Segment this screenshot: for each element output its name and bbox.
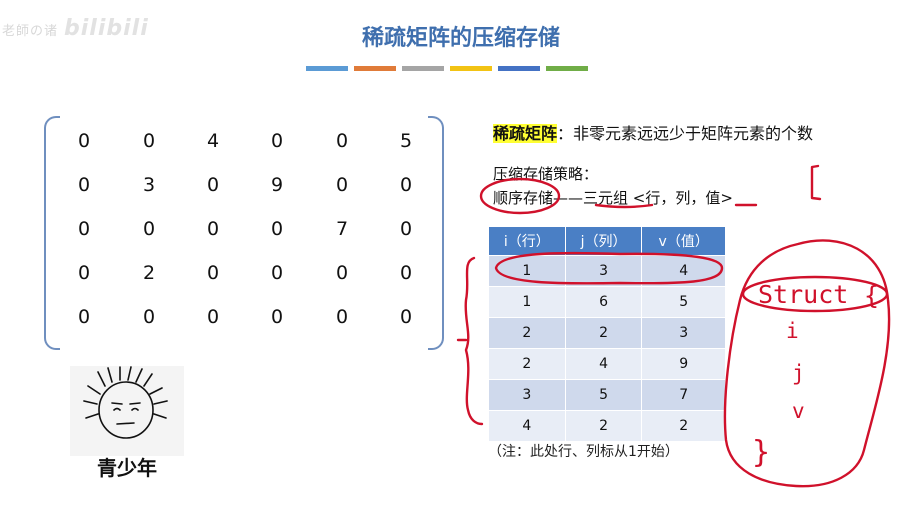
order-dash: ——	[553, 189, 584, 207]
watermark-text: 老師の诸	[2, 24, 59, 39]
matrix-cell: 0	[206, 262, 220, 284]
matrix-cell: 0	[77, 306, 91, 328]
table-cell: 2	[564, 410, 643, 442]
header-i: i（行）	[488, 226, 566, 256]
matrix-cell: 0	[206, 218, 220, 240]
table-cell: 5	[564, 379, 643, 411]
matrix-cell: 0	[77, 174, 91, 196]
matrix-cell: 0	[206, 174, 220, 196]
circle-struct	[741, 275, 889, 313]
table-header-row: i（行） j（列） v（值）	[488, 226, 726, 256]
matrix-cell: 4	[206, 130, 220, 152]
index-note: （注：此处行、列标从1开始）	[488, 444, 679, 460]
matrix-cell: 0	[77, 262, 91, 284]
annotation-var-j: j	[792, 361, 805, 385]
struct-loop	[723, 239, 891, 488]
table-cell: 2	[564, 317, 643, 349]
header-v: v（值）	[641, 226, 726, 256]
title-stripe	[306, 66, 348, 71]
matrix-cell: 0	[142, 306, 156, 328]
table-cell: 3	[564, 255, 643, 287]
annotation-var-i: i	[786, 319, 799, 343]
slide-title: 稀疏矩阵的压缩存储	[361, 26, 560, 51]
matrix-cell: 0	[270, 218, 284, 240]
title-color-stripes	[306, 66, 588, 71]
matrix-cell: 0	[142, 218, 156, 240]
sparse-matrix: 0 0 4 0 0 5 0 3 0 9 0 0 0 0 0 0 7 0 0 2 0 0 0 0 0 0 0 0 0 0	[44, 116, 444, 350]
definition-term: 稀疏矩阵	[493, 124, 558, 143]
sparse-matrix-definition: 稀疏矩阵：非零元素远远少于矩阵元素的个数	[493, 120, 813, 144]
matrix-cell: 0	[399, 262, 413, 284]
annotation-close-brace: }	[752, 435, 770, 470]
matrix-left-bracket	[44, 116, 60, 350]
matrix-cell: 0	[335, 130, 349, 152]
title-stripe	[402, 66, 444, 71]
matrix-cell: 0	[399, 174, 413, 196]
matrix-cell: 0	[270, 130, 284, 152]
matrix-cell: 3	[142, 174, 156, 196]
sequential-storage-line: 顺序存储——三元组 <行，列，值>	[493, 187, 733, 208]
matrix-right-bracket	[428, 116, 444, 350]
matrix-cell: 0	[270, 262, 284, 284]
matrix-cell: 0	[335, 306, 349, 328]
title-stripe	[546, 66, 588, 71]
definition-text: ：非零元素远远少于矩阵元素的个数	[557, 124, 814, 143]
table-cell: 4	[488, 410, 566, 442]
header-j: j（列）	[564, 226, 643, 256]
matrix-cell: 0	[206, 306, 220, 328]
matrix-cell: 2	[142, 262, 156, 284]
matrix-cell: 0	[77, 130, 91, 152]
matrix-cell: 0	[77, 218, 91, 240]
matrix-cell: 9	[270, 174, 284, 196]
table-cell: 3	[641, 317, 726, 349]
table-cell: 1	[488, 286, 566, 318]
matrix-cell: 5	[399, 130, 413, 152]
table-cell: 2	[488, 348, 566, 380]
matrix-cell: 7	[335, 218, 349, 240]
teenager-label: 青少年	[97, 456, 157, 480]
matrix-cell: 0	[335, 174, 349, 196]
table-cell: 6	[564, 286, 643, 318]
table-cell: 7	[641, 379, 726, 411]
table-cell: 2	[641, 410, 726, 442]
teenager-sticker	[70, 366, 184, 484]
table-cell: 2	[488, 317, 566, 349]
table-cell: 9	[641, 348, 726, 380]
watermark: 老師の诸 bilibili	[2, 16, 149, 41]
table-cell: 5	[641, 286, 726, 318]
matrix-cell: 0	[335, 262, 349, 284]
table-cell: 3	[488, 379, 566, 411]
order-term: 顺序存储	[493, 189, 554, 207]
teenager-face-icon	[70, 366, 184, 456]
table-brace	[456, 256, 484, 426]
annotation-open-brace: {	[864, 281, 879, 310]
strategy-label: 压缩存储策略：	[493, 165, 599, 183]
watermark-brand: bilibili	[64, 16, 149, 41]
annotation-var-v: v	[792, 399, 805, 423]
annotation-struct-word: Struct	[758, 280, 848, 309]
table-cell: 4	[641, 255, 726, 287]
order-text: 三元组 <行，列，值>	[583, 189, 733, 207]
title-stripe	[498, 66, 540, 71]
table-cell: 1	[488, 255, 566, 287]
bracket-mark	[810, 164, 822, 201]
table-cell: 4	[564, 348, 643, 380]
matrix-cell: 0	[399, 306, 413, 328]
title-stripe	[354, 66, 396, 71]
matrix-cell: 0	[399, 218, 413, 240]
matrix-cell: 0	[270, 306, 284, 328]
matrix-cell: 0	[142, 130, 156, 152]
title-stripe	[450, 66, 492, 71]
